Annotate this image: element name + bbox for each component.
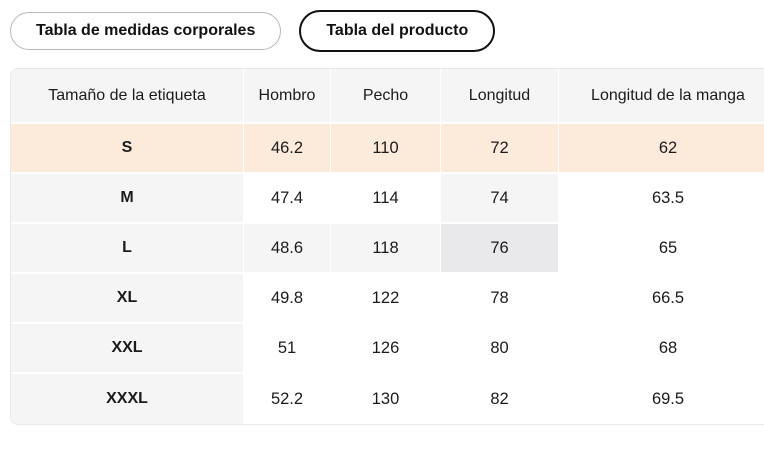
value-cell[interactable]: 65 [559, 224, 764, 274]
table-row-s: S 46.2 110 72 62 [11, 124, 764, 174]
column-header-hombro: Hombro [244, 69, 331, 124]
value-cell-hovered[interactable]: 76 [441, 224, 559, 274]
table-row-xxl: XXL 51 126 80 68 [11, 324, 764, 374]
value-cell[interactable]: 52.2 [244, 374, 331, 424]
table-row-xxxl: XXXL 52.2 130 82 69.5 [11, 374, 764, 424]
value-cell[interactable]: 126 [331, 324, 441, 374]
value-cell[interactable]: 72 [441, 124, 559, 174]
tab-product[interactable]: Tabla del producto [299, 9, 496, 52]
tab-body-measurements[interactable]: Tabla de medidas corporales [10, 11, 282, 50]
value-cell[interactable]: 80 [441, 324, 559, 374]
size-cell[interactable]: XXL [11, 324, 244, 374]
value-cell[interactable]: 130 [331, 374, 441, 424]
value-cell[interactable]: 69.5 [559, 374, 764, 424]
value-cell[interactable]: 82 [441, 374, 559, 424]
size-table: Tamaño de la etiqueta Hombro Pecho Longi… [11, 69, 764, 424]
value-cell[interactable]: 78 [441, 274, 559, 324]
value-cell[interactable]: 51 [244, 324, 331, 374]
size-chart-tabs: Tabla de medidas corporales Tabla del pr… [10, 9, 496, 52]
value-cell[interactable]: 63.5 [559, 174, 764, 224]
value-cell[interactable]: 122 [331, 274, 441, 324]
value-cell[interactable]: 49.8 [244, 274, 331, 324]
value-cell[interactable]: 74 [441, 174, 559, 224]
value-cell[interactable]: 110 [331, 124, 441, 174]
size-cell[interactable]: L [11, 224, 244, 274]
header-row: Tamaño de la etiqueta Hombro Pecho Longi… [11, 69, 764, 124]
size-cell[interactable]: XXXL [11, 374, 244, 424]
table-row-l: L 48.6 118 76 65 [11, 224, 764, 274]
size-cell[interactable]: XL [11, 274, 244, 324]
size-table-container: Tamaño de la etiqueta Hombro Pecho Longi… [10, 68, 764, 425]
value-cell[interactable]: 114 [331, 174, 441, 224]
value-cell[interactable]: 68 [559, 324, 764, 374]
table-row-xl: XL 49.8 122 78 66.5 [11, 274, 764, 324]
value-cell[interactable]: 66.5 [559, 274, 764, 324]
value-cell[interactable]: 48.6 [244, 224, 331, 274]
value-cell[interactable]: 118 [331, 224, 441, 274]
column-header-size: Tamaño de la etiqueta [11, 69, 244, 124]
value-cell[interactable]: 47.4 [244, 174, 331, 224]
column-header-longitud: Longitud [441, 69, 559, 124]
value-cell[interactable]: 46.2 [244, 124, 331, 174]
column-header-manga: Longitud de la manga [559, 69, 764, 124]
size-cell[interactable]: M [11, 174, 244, 224]
size-cell[interactable]: S [11, 124, 244, 174]
column-header-pecho: Pecho [331, 69, 441, 124]
value-cell[interactable]: 62 [559, 124, 764, 174]
table-row-m: M 47.4 114 74 63.5 [11, 174, 764, 224]
